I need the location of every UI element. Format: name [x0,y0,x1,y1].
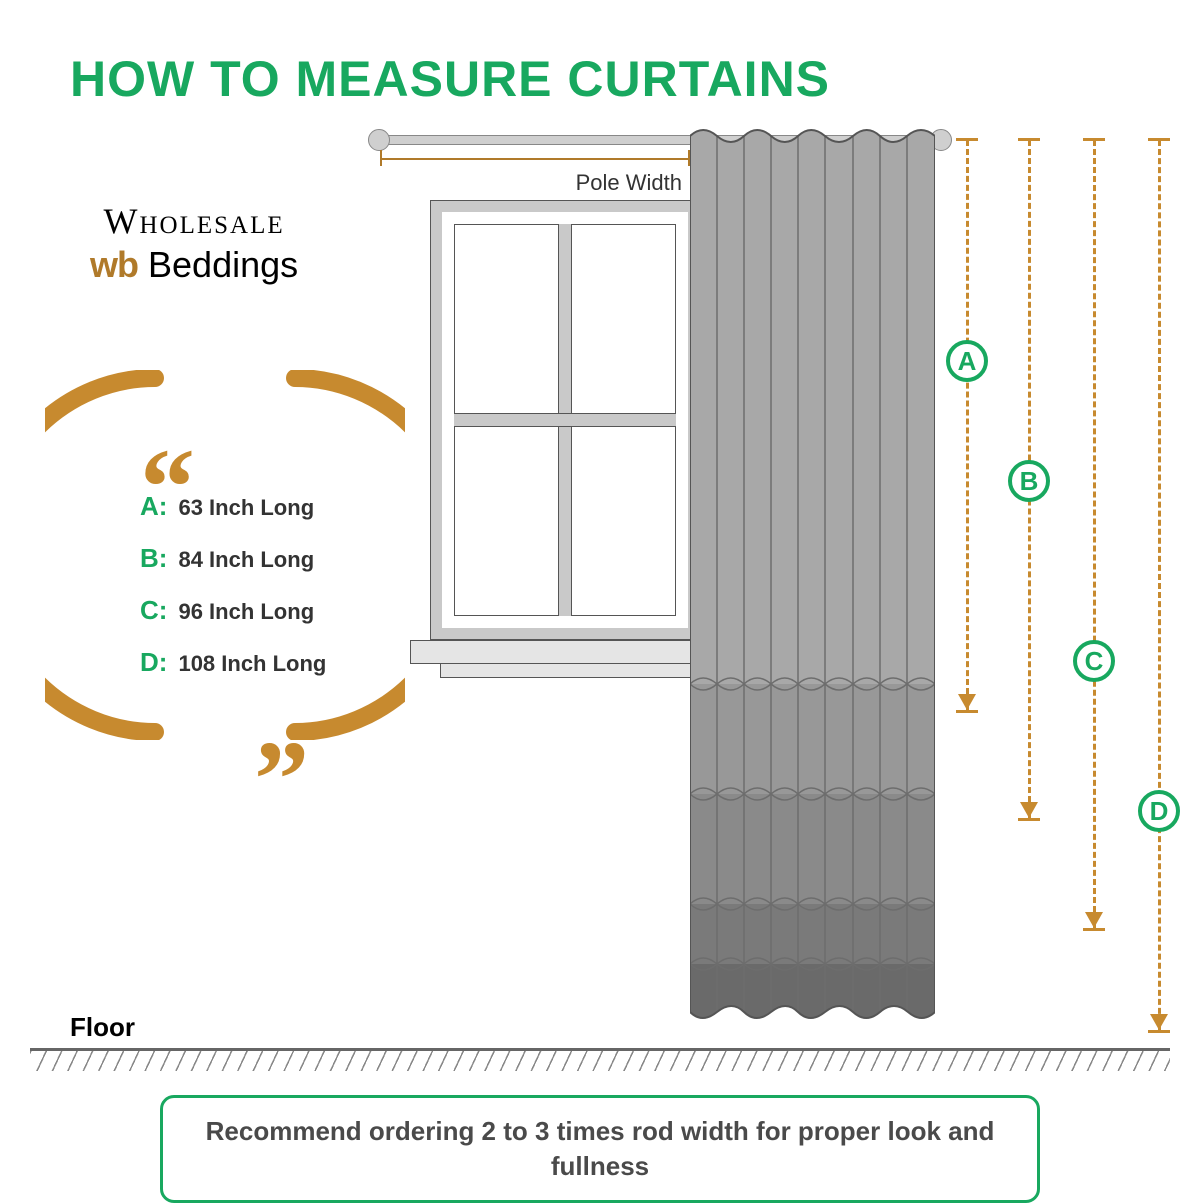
legend-row: C: 96 Inch Long [140,584,326,636]
window-sill-under [440,664,720,678]
quote-close-icon: „ [255,695,310,750]
pole-width-dimension: Pole Width [380,150,690,180]
legend-text: 96 Inch Long [178,599,314,624]
legend-text: 84 Inch Long [178,547,314,572]
brand-word: Beddings [148,244,298,285]
legend-row: D: 108 Inch Long [140,636,326,688]
legend-row: A: 63 Inch Long [140,480,326,532]
floor-label: Floor [70,1012,135,1043]
legend-letter: D: [140,636,174,688]
length-guides: ABCD [958,140,1188,1035]
brand-line2: wb Beddings [90,244,298,286]
legend-letter: C: [140,584,174,636]
length-guide-b: B [1028,140,1031,820]
guide-badge: A [946,340,988,382]
brand-logo: Wholesale wb Beddings [90,200,298,286]
legend-letter: A: [140,480,174,532]
window [410,200,720,700]
guide-badge: D [1138,790,1180,832]
length-guide-d: D [1158,140,1161,1032]
curtain [690,124,935,1024]
diagram: Pole Width [380,120,1200,1030]
recommendation-box: Recommend ordering 2 to 3 times rod widt… [160,1095,1040,1203]
finial-left-icon [368,129,390,151]
guide-badge: C [1073,640,1115,682]
brand-wb: wb [90,244,138,285]
legend-letter: B: [140,532,174,584]
window-frame [430,200,700,640]
legend-text: 108 Inch Long [178,651,326,676]
page-title: HOW TO MEASURE CURTAINS [70,50,830,108]
brand-line1: Wholesale [90,200,298,242]
legend-text: 63 Inch Long [178,495,314,520]
legend-row: B: 84 Inch Long [140,532,326,584]
length-guide-c: C [1093,140,1096,930]
guide-badge: B [1008,460,1050,502]
legend-panel: “ „ A: 63 Inch Long B: 84 Inch Long C: 9… [45,370,405,740]
length-guide-a: A [966,140,969,712]
legend-list: A: 63 Inch Long B: 84 Inch Long C: 96 In… [140,480,326,688]
pole-width-label: Pole Width [576,170,682,196]
floor [30,1048,1170,1072]
